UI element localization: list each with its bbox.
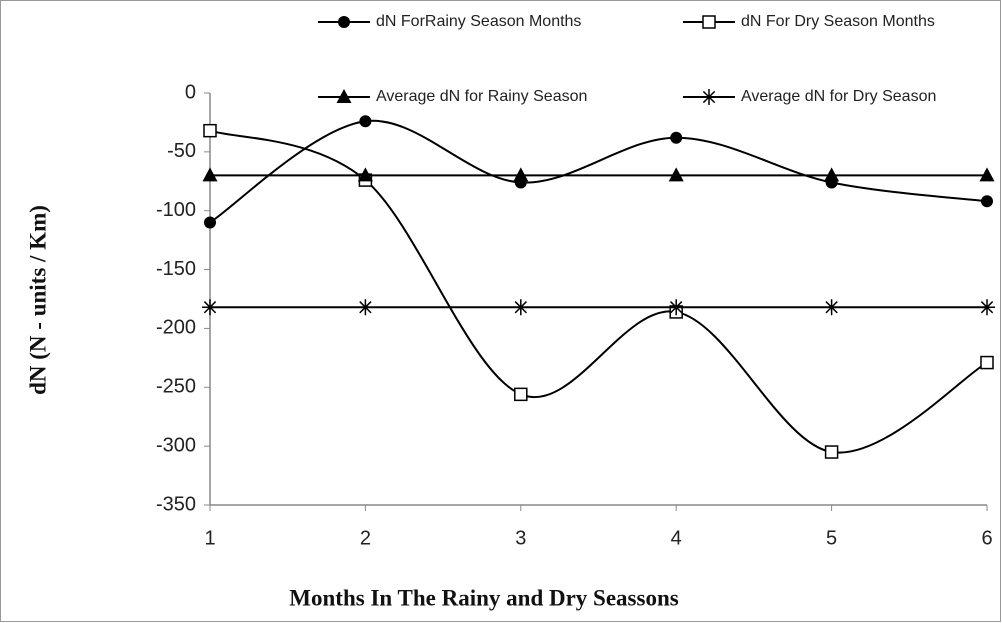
marker <box>359 115 372 128</box>
legend-marker <box>336 89 352 103</box>
y-axis-label: dN (N - units / Km) <box>25 205 50 395</box>
marker <box>824 445 839 459</box>
y-tick-label: -350 <box>156 493 196 515</box>
series-line <box>209 119 988 224</box>
legend-label: Average dN for Rainy Season <box>376 88 587 105</box>
marker <box>514 387 528 402</box>
x-tick-label: 4 <box>671 527 682 549</box>
x-axis-label: Months In The Rainy and Dry Seassons <box>289 585 678 610</box>
legend-marker <box>338 16 350 28</box>
legend-label: Average dN for Dry Season <box>741 88 936 105</box>
legend-item: dN For Dry Season Months <box>683 13 935 30</box>
marker <box>979 167 995 182</box>
marker <box>357 167 373 182</box>
marker <box>202 299 218 316</box>
marker <box>823 299 840 316</box>
x-tick-label: 2 <box>360 527 371 549</box>
marker <box>668 167 684 182</box>
marker <box>513 167 529 182</box>
marker <box>512 299 529 316</box>
marker <box>670 131 683 144</box>
x-tick-label: 6 <box>981 527 992 549</box>
legend-label: dN ForRainy Season Months <box>376 13 581 30</box>
y-tick-label: -50 <box>167 140 196 162</box>
legend-label: dN For Dry Season Months <box>741 13 935 30</box>
legend-marker <box>701 89 717 105</box>
marker <box>202 167 218 182</box>
marker <box>204 216 216 229</box>
y-tick-label: 0 <box>185 81 196 103</box>
y-tick-label: -200 <box>156 317 196 339</box>
x-tick-label: 5 <box>826 527 837 549</box>
y-tick-label: -100 <box>156 199 196 221</box>
y-tick-label: -300 <box>156 434 196 456</box>
x-tick-label: 3 <box>515 527 526 549</box>
y-tick-label: -250 <box>156 376 196 398</box>
marker <box>981 195 993 208</box>
marker <box>824 167 840 182</box>
legend-item: Average dN for Dry Season <box>683 88 936 105</box>
marker <box>203 123 217 138</box>
x-tick-label: 1 <box>204 527 215 549</box>
marker <box>668 299 685 316</box>
y-tick-label: -150 <box>156 258 196 280</box>
legend-marker <box>702 15 716 29</box>
legend-item: Average dN for Rainy Season <box>318 88 587 105</box>
marker <box>979 299 995 316</box>
marker <box>980 355 994 370</box>
marker <box>357 299 374 316</box>
legend-item: dN ForRainy Season Months <box>318 13 581 30</box>
